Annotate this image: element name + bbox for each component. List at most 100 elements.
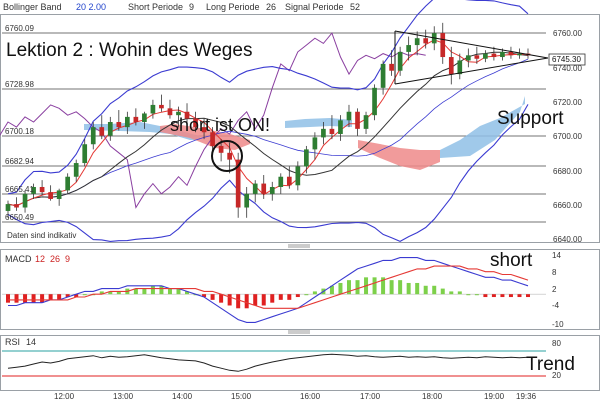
candle — [517, 48, 522, 59]
macd-signal-line — [8, 265, 529, 309]
candle — [193, 111, 198, 133]
macd-hist-bar — [381, 277, 386, 295]
rsi-splitter-grip[interactable] — [288, 330, 310, 334]
price-left-ticks: 6760.09 6728.98 6700.18 6682.94 6665.41 … — [5, 24, 34, 222]
rsi-tick-label: 80 — [552, 339, 561, 348]
macd-hist-bar — [236, 294, 241, 309]
macd-hist-bar — [31, 294, 36, 303]
candle-body — [465, 55, 471, 61]
candle — [99, 115, 105, 140]
candle — [107, 116, 113, 141]
macd-tick-label: 14 — [552, 251, 561, 260]
macd-hist-bar — [423, 285, 428, 295]
macd-hist-bar — [261, 294, 266, 306]
cloud-bear-right — [358, 140, 440, 170]
macd-hist-bar — [23, 294, 28, 303]
right-tick-label: 6720.00 — [553, 98, 582, 107]
candle-body — [338, 120, 343, 134]
candle-body — [150, 104, 156, 114]
candle — [252, 180, 258, 203]
price-overlays — [0, 0, 529, 243]
macd-title: MACD — [5, 254, 32, 264]
candle — [338, 115, 343, 141]
candle-body — [235, 159, 241, 208]
macd-hist-bar — [74, 294, 79, 298]
candle-body — [39, 186, 45, 193]
macd-hist-bar — [185, 291, 190, 295]
signal-period-label: Signal Periode — [285, 2, 344, 12]
candle — [159, 94, 164, 112]
candle — [82, 139, 88, 167]
candle-body — [48, 192, 53, 199]
candle — [483, 50, 488, 63]
candle-body — [295, 166, 301, 186]
macd-param-slow: 26 — [50, 254, 60, 264]
macd-hist-bar — [338, 282, 343, 295]
candle-body — [116, 122, 122, 128]
macd-hist-bar — [270, 294, 275, 303]
macd-splitter-grip[interactable] — [288, 244, 310, 248]
macd-hist-bar — [372, 277, 377, 295]
candle — [31, 183, 36, 199]
time-tick-label: 19:36 — [516, 392, 537, 401]
trend-annotation: Trend — [526, 354, 575, 375]
macd-hist-bar — [6, 294, 10, 303]
candle-body — [65, 176, 71, 191]
macd-hist-bar — [440, 288, 445, 295]
candle-body — [252, 183, 258, 194]
indicative-data-note: Daten sind indikativ — [7, 231, 76, 240]
candle — [5, 200, 11, 218]
cloud-bull-mid — [285, 118, 352, 128]
candle-body — [159, 104, 164, 109]
cloud-bull-right — [440, 96, 525, 158]
signal-period-value: 52 — [350, 2, 360, 12]
candle-body — [184, 111, 190, 119]
candle — [491, 46, 497, 61]
right-tick-label: 6740.00 — [553, 64, 582, 73]
candle — [500, 48, 505, 61]
candle-body — [218, 145, 224, 153]
candle-body — [397, 51, 403, 71]
triangle-lower-line — [394, 57, 549, 85]
macd-hist-bar — [82, 294, 87, 296]
macd-hist-bar — [142, 288, 147, 295]
left-tick-label: 6682.94 — [5, 157, 34, 166]
candle-body — [201, 127, 207, 133]
triangle-upper-line — [394, 30, 549, 59]
candle-body — [167, 108, 173, 116]
cloud-bull-left — [84, 122, 200, 140]
macd-hist-bar — [474, 294, 479, 296]
right-tick-label: 6680.00 — [553, 167, 582, 176]
candle-body — [5, 204, 11, 211]
candle — [142, 111, 147, 129]
candle-body — [312, 137, 318, 150]
macd-ticks: 14 8 2 -4 -10 — [552, 251, 564, 329]
candle-body — [517, 53, 522, 56]
macd-hist-bar — [57, 294, 62, 300]
candle — [406, 36, 411, 61]
candle — [133, 108, 139, 126]
macd-hist-bar — [14, 294, 19, 303]
candle-body — [423, 38, 429, 44]
triangle-pattern — [394, 30, 549, 85]
candle — [167, 99, 173, 119]
short-period-label: Short Periode — [128, 2, 183, 12]
macd-tick-label: 8 — [552, 268, 557, 277]
candle-body — [389, 63, 394, 71]
macd-param-fast: 12 — [35, 254, 45, 264]
candle-body — [457, 60, 463, 75]
macd-hist-bar — [329, 285, 334, 295]
macd-hist-bar — [346, 280, 351, 295]
candle — [14, 197, 19, 211]
macd-hist-bar — [312, 291, 317, 295]
candle-body — [321, 128, 326, 138]
short-annotation: short — [490, 250, 533, 271]
macd-hist-bar — [483, 294, 488, 298]
candle — [201, 118, 207, 140]
candle-body — [500, 51, 505, 58]
candle-body — [304, 149, 309, 167]
time-tick-label: 14:00 — [172, 392, 193, 401]
candle — [465, 48, 471, 68]
macd-hist-bar — [406, 282, 411, 295]
candle — [397, 46, 403, 76]
